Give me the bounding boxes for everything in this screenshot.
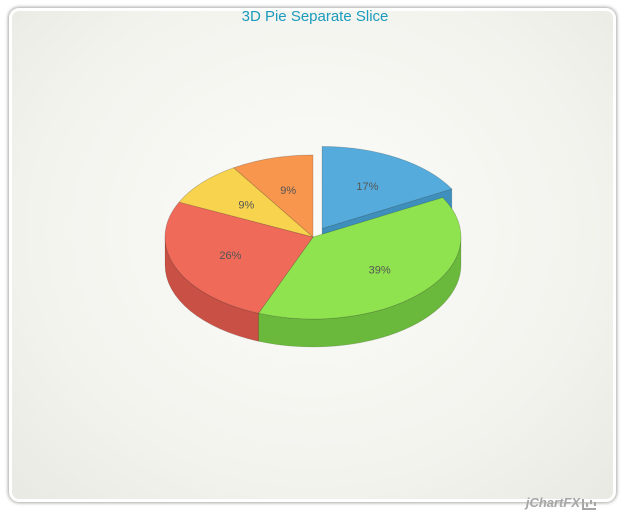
logo-text: jChartFX [525, 495, 580, 510]
pie-slice-0[interactable] [321, 146, 453, 229]
pie-slice-3[interactable] [178, 167, 314, 238]
logo-chart-icon [582, 499, 596, 510]
pie-labels: 17% 39% 26% 9% 9% [219, 181, 390, 276]
pie-slice-label-0: 17% [356, 181, 378, 193]
pie-slice-label-4: 9% [280, 185, 296, 197]
pie-slice-side-2 [164, 236, 259, 342]
jchartfx-logo: jChartFX [526, 495, 596, 510]
pie-slice-1[interactable] [257, 197, 462, 320]
pie-slice-2[interactable] [164, 201, 314, 314]
pie-slice-label-1: 39% [369, 265, 391, 277]
pie-tops [164, 146, 462, 320]
pie-slice-label-3: 9% [238, 199, 254, 211]
chart-title: 3D Pie Separate Slice [241, 8, 389, 25]
pie-slice-4[interactable] [233, 154, 314, 238]
pie-slice-label-2: 26% [219, 250, 241, 262]
